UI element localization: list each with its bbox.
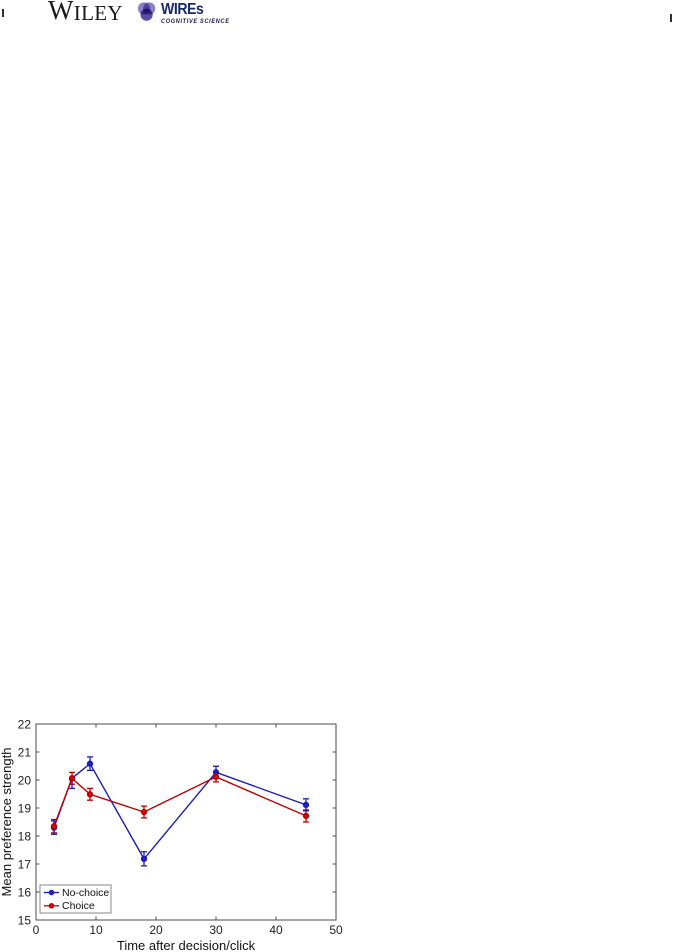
svg-text:Mean preference strength: Mean preference strength <box>0 748 14 897</box>
svg-text:50: 50 <box>329 923 343 937</box>
svg-text:10: 10 <box>89 923 103 937</box>
svg-text:17: 17 <box>18 858 32 872</box>
svg-text:20: 20 <box>149 923 163 937</box>
svg-text:22: 22 <box>18 718 32 732</box>
svg-text:21: 21 <box>18 746 32 760</box>
svg-text:Choice: Choice <box>62 900 95 912</box>
svg-text:0: 0 <box>33 923 40 937</box>
svg-text:15: 15 <box>18 914 32 928</box>
svg-text:20: 20 <box>18 774 32 788</box>
svg-text:No-choice: No-choice <box>62 887 109 899</box>
svg-text:16: 16 <box>18 886 32 900</box>
svg-text:19: 19 <box>18 802 32 816</box>
svg-text:18: 18 <box>18 830 32 844</box>
svg-text:Time after decision/click: Time after decision/click <box>117 938 256 952</box>
svg-text:40: 40 <box>269 923 283 937</box>
svg-text:30: 30 <box>209 923 223 937</box>
